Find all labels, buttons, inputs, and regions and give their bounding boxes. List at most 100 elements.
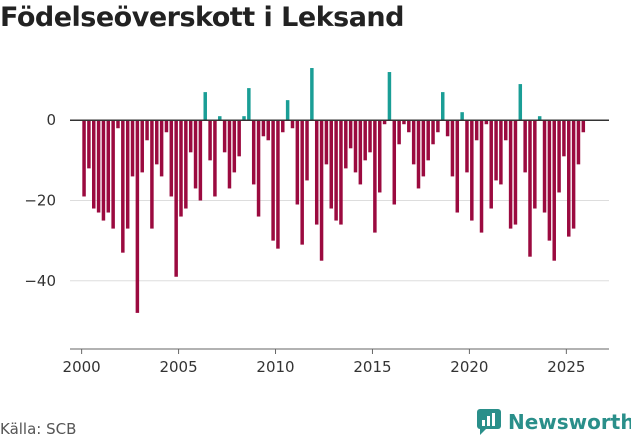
bar xyxy=(285,100,290,121)
bar xyxy=(218,116,222,121)
bar xyxy=(397,120,401,145)
bar xyxy=(436,120,440,133)
x-tick-label: 2025 xyxy=(547,358,585,376)
newsworthy-brand-name: Newsworthy xyxy=(508,410,631,434)
bar xyxy=(314,120,319,225)
bar xyxy=(465,120,469,173)
y-axis-tick-labels: 0 −20 −40 xyxy=(24,111,56,290)
chart-title: Födelseöverskott i Leksand xyxy=(0,2,404,33)
bar xyxy=(547,120,552,241)
bar xyxy=(344,120,348,169)
bar xyxy=(348,120,353,149)
y-tick-label: −20 xyxy=(24,191,56,209)
bar xyxy=(256,120,261,217)
bar xyxy=(174,120,178,277)
x-axis-tick-labels: 2000 2005 2010 2015 2020 2025 xyxy=(63,349,585,376)
bar-series xyxy=(82,68,586,313)
bar xyxy=(402,120,406,125)
bar xyxy=(377,120,382,193)
bar xyxy=(581,120,586,133)
bar xyxy=(92,120,96,209)
y-tick-label: −40 xyxy=(24,272,56,290)
bar xyxy=(184,120,188,209)
bar xyxy=(324,120,329,165)
bar xyxy=(363,120,367,161)
bar xyxy=(169,120,174,197)
bar xyxy=(116,120,120,129)
bar xyxy=(290,120,295,129)
bar xyxy=(106,120,111,213)
bar xyxy=(179,120,183,217)
bar xyxy=(494,120,498,181)
bar xyxy=(310,68,314,121)
bar xyxy=(450,120,455,177)
bar xyxy=(188,120,193,153)
bar xyxy=(140,120,144,173)
bar xyxy=(567,120,571,237)
bar xyxy=(232,120,237,173)
bar xyxy=(145,120,149,141)
bar xyxy=(557,120,561,193)
bar xyxy=(431,120,435,145)
bar xyxy=(513,120,518,225)
bar xyxy=(125,120,130,229)
bar xyxy=(222,120,227,153)
bar xyxy=(155,120,159,165)
bar xyxy=(455,120,460,213)
bar xyxy=(227,120,232,189)
bar xyxy=(537,116,542,121)
bar xyxy=(87,120,91,169)
bar xyxy=(251,120,256,185)
newsworthy-logo-icon xyxy=(477,409,501,435)
bar xyxy=(300,120,304,245)
bar xyxy=(426,120,430,161)
bar xyxy=(130,120,135,177)
bar xyxy=(358,120,363,185)
bar xyxy=(460,112,464,121)
bar xyxy=(368,120,372,153)
bar xyxy=(164,120,169,133)
bar xyxy=(242,116,246,121)
bar xyxy=(111,120,115,229)
bar xyxy=(121,120,125,253)
bar xyxy=(392,120,397,205)
bar xyxy=(247,88,251,121)
bar xyxy=(96,120,101,213)
bar xyxy=(562,120,566,157)
bar xyxy=(441,92,445,121)
bar xyxy=(489,120,493,209)
bar xyxy=(571,120,576,229)
bar xyxy=(281,120,285,133)
x-tick-label: 2010 xyxy=(256,358,294,376)
bar xyxy=(387,72,392,121)
bar xyxy=(339,120,343,225)
bar xyxy=(470,120,474,221)
x-tick-label: 2015 xyxy=(353,358,391,376)
bar xyxy=(213,120,217,197)
bar xyxy=(353,120,358,173)
bar xyxy=(334,120,338,221)
bar xyxy=(474,120,479,141)
x-tick-label: 2000 xyxy=(63,358,101,376)
bar xyxy=(484,120,489,125)
bar xyxy=(479,120,484,233)
bar xyxy=(208,120,212,161)
source-label: Källa: SCB xyxy=(0,420,77,438)
bar xyxy=(198,120,203,201)
bar xyxy=(237,120,241,157)
bar xyxy=(411,120,416,165)
bar xyxy=(445,120,450,137)
bar xyxy=(305,120,309,181)
bar xyxy=(101,120,106,221)
newsworthy-logo[interactable]: Newsworthy xyxy=(476,408,631,436)
bar xyxy=(193,120,198,189)
bar xyxy=(329,120,333,209)
bar xyxy=(528,120,532,257)
bar xyxy=(159,120,164,177)
bar xyxy=(82,120,86,197)
bar xyxy=(295,120,300,205)
bar xyxy=(261,120,266,137)
x-tick-label: 2005 xyxy=(159,358,197,376)
bar xyxy=(416,120,421,189)
